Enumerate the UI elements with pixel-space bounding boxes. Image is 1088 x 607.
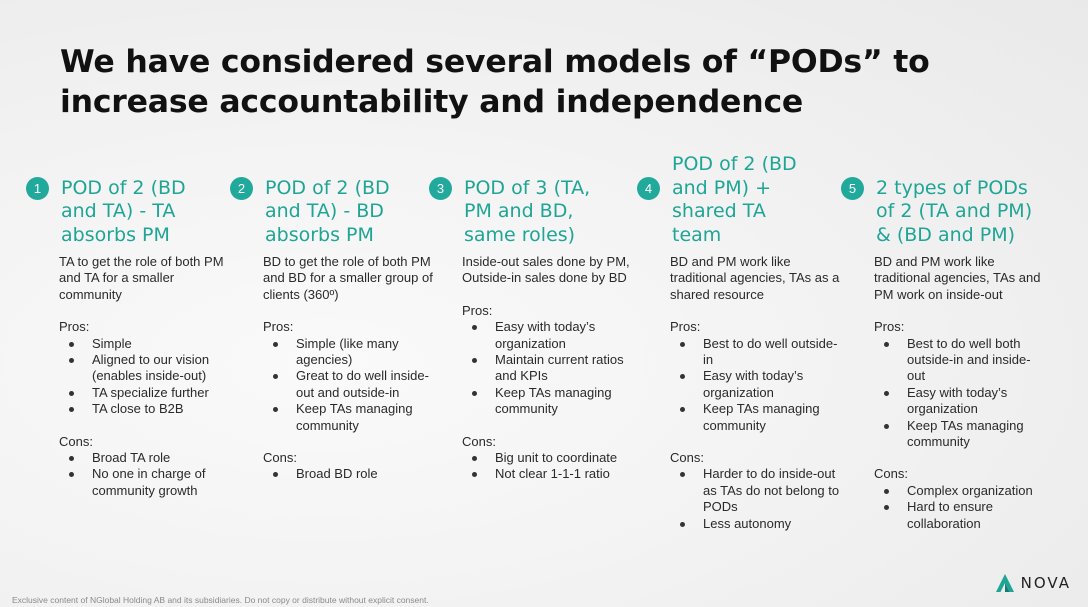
pros-list: Best to do well both outside-in and insi… [874,336,1044,451]
cons-label: Cons: [874,466,908,482]
pod-header: 5 2 types of PODs of 2 (TA and PM) & (BD… [841,155,1061,247]
pros-item: Best to do well outside-in [670,336,840,369]
pod-title-line: absorbs PM [61,223,170,246]
pod-title: POD of 2 (BD and PM) + shared TA team [672,153,797,247]
cons-item: Less autonomy [670,516,840,532]
pod-title: POD of 2 (BD and TA) - BD absorbs PM [265,177,390,248]
pod-header: 3 POD of 3 (TA, PM and BD, same roles) [429,155,629,247]
pod-title-line: & (BD and PM) [876,223,1016,246]
cons-list: Harder to do inside-out as TAs do not be… [670,466,840,532]
nova-logo: NOVA [995,573,1071,593]
pod-number-badge: 2 [230,177,253,200]
pod-title-line: and TA) - TA [61,200,176,222]
pros-item: Aligned to our vision (enables inside-ou… [59,352,229,385]
pod-card-4: 4 POD of 2 (BD and PM) + shared TA team … [637,153,840,555]
pros-item: Best to do well both outside-in and insi… [874,336,1044,385]
pod-title-line: and PM) + [672,176,772,199]
pod-number-badge: 3 [429,177,452,200]
cons-label: Cons: [263,450,297,466]
pros-item: Easy with today’s organization [874,385,1044,418]
pod-card-2: 2 POD of 2 (BD and TA) - BD absorbs PM B… [230,155,433,555]
pros-item: Great to do well inside-out and outside-… [263,368,433,401]
cons-item: Big unit to coordinate [462,450,632,466]
pod-title-line: absorbs PM [265,223,374,246]
pros-label: Pros: [462,302,493,318]
pod-header: 4 POD of 2 (BD and PM) + shared TA team [637,153,837,247]
pros-item: Keep TAs managing community [263,401,433,434]
pod-description: BD to get the role of both PM and BD for… [263,254,433,302]
cons-item: Not clear 1-1-1 ratio [462,466,632,482]
pod-number-badge: 4 [637,177,660,200]
footer-disclaimer: Exclusive content of NGlobal Holding AB … [12,595,429,605]
cons-list: Big unit to coordinate Not clear 1-1-1 r… [462,450,632,483]
pod-body: BD and PM work like traditional agencies… [670,254,840,548]
cons-label: Cons: [462,433,496,449]
nova-logo-text: NOVA [1020,574,1071,592]
pod-header: 2 POD of 2 (BD and TA) - BD absorbs PM [230,155,430,247]
pod-title: 2 types of PODs of 2 (TA and PM) & (BD a… [876,177,1032,248]
pod-title-line: POD of 2 (BD [672,153,797,175]
cons-label: Cons: [670,450,704,466]
cons-list: Complex organization Hard to ensure coll… [874,483,1044,532]
pod-title: POD of 3 (TA, PM and BD, same roles) [464,177,590,248]
pros-item: TA close to B2B [59,401,229,417]
pod-card-1: 1 POD of 2 (BD and TA) - TA absorbs PM T… [26,155,226,555]
pod-body: TA to get the role of both PM and TA for… [59,254,229,515]
pros-item: Easy with today’s organization [670,368,840,401]
slide-title: We have considered several models of “PO… [60,44,930,120]
pros-item: Keep TAs managing community [462,385,632,418]
pod-title-line: POD of 3 (TA, [464,176,591,199]
pod-title: POD of 2 (BD and TA) - TA absorbs PM [61,177,186,248]
cons-item: Hard to ensure collaboration [874,499,1044,532]
cons-item: Broad TA role [59,450,229,466]
pros-item: Maintain current ratios and KPIs [462,352,632,385]
pod-title-line: POD of 2 (BD [61,176,186,199]
pros-label: Pros: [263,319,294,335]
pod-card-5: 5 2 types of PODs of 2 (TA and PM) & (BD… [841,155,1061,575]
pod-body: BD to get the role of both PM and BD for… [263,254,433,499]
pros-label: Pros: [670,319,701,335]
pod-title-line: of 2 (TA and PM) [876,200,1033,222]
pod-title-line: POD of 2 (BD [265,176,390,199]
cons-item: Broad BD role [263,466,433,482]
cons-item: No one in charge of community growth [59,466,229,499]
cons-list: Broad BD role [263,466,433,482]
pros-item: Keep TAs managing community [874,418,1044,451]
cons-label: Cons: [59,433,93,449]
pod-header: 1 POD of 2 (BD and TA) - TA absorbs PM [26,155,226,247]
pod-title-line: and TA) - BD [265,200,384,222]
pros-list: Easy with today’s organization Maintain … [462,319,632,417]
pros-label: Pros: [59,319,90,335]
pros-item: Simple [59,336,229,352]
cons-list: Broad TA role No one in charge of commun… [59,450,229,499]
cons-item: Harder to do inside-out as TAs do not be… [670,466,840,515]
pros-label: Pros: [874,319,905,335]
pros-item: Simple (like many agencies) [263,336,433,369]
pod-title-line: PM and BD, [464,200,574,222]
pod-title-line: 2 types of PODs [876,176,1028,199]
pod-body: BD and PM work like traditional agencies… [874,254,1044,548]
pod-title-line: team [672,223,722,246]
pod-title-line: shared TA [672,200,766,222]
pod-title-line: same roles) [464,223,576,246]
cons-item: Complex organization [874,483,1044,499]
pros-item: Easy with today’s organization [462,319,632,352]
pod-card-3: 3 POD of 3 (TA, PM and BD, same roles) I… [429,155,632,555]
pod-description: Inside-out sales done by PM, Outside-in … [462,254,630,286]
pod-body: Inside-out sales done by PM, Outside-in … [462,254,632,499]
pod-number-badge: 1 [26,177,49,200]
pod-number-badge: 5 [841,177,864,200]
pod-description: BD and PM work like traditional agencies… [874,254,1041,302]
pros-list: Simple Aligned to our vision (enables in… [59,336,229,418]
pros-item: TA specialize further [59,385,229,401]
nova-logo-icon [995,574,1014,592]
pros-item: Keep TAs managing community [670,401,840,434]
pros-list: Simple (like many agencies) Great to do … [263,336,433,434]
pod-description: BD and PM work like traditional agencies… [670,254,840,302]
pros-list: Best to do well outside-in Easy with tod… [670,336,840,434]
pod-description: TA to get the role of both PM and TA for… [59,254,224,302]
